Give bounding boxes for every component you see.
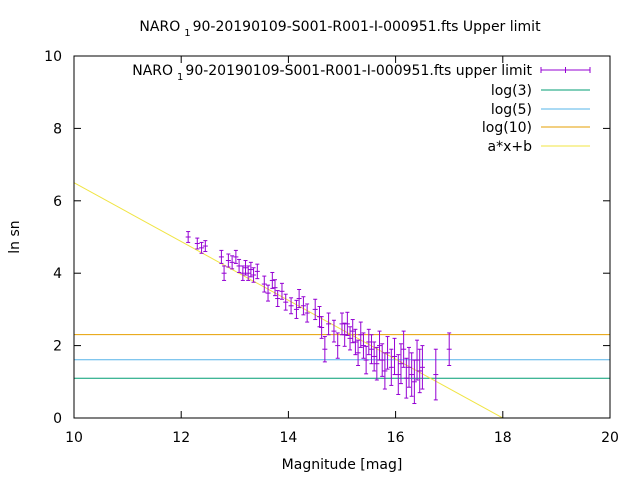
data-point xyxy=(446,332,452,367)
data-point xyxy=(194,237,200,250)
data-point xyxy=(229,255,235,270)
data-point xyxy=(283,293,289,311)
data-point xyxy=(335,332,341,359)
data-point xyxy=(388,348,394,386)
data-point xyxy=(417,348,423,394)
data-point xyxy=(433,348,439,401)
legend: NARO 1 90-20190109-S001-R001-I-000951.fts … xyxy=(132,63,591,155)
data-point xyxy=(293,299,299,319)
data-point xyxy=(374,346,380,381)
data-point xyxy=(322,336,328,363)
data-point xyxy=(275,290,281,308)
data-point xyxy=(419,345,425,390)
data-point xyxy=(385,336,391,370)
data-point xyxy=(392,337,398,376)
data-point xyxy=(371,341,377,372)
data-point xyxy=(245,265,251,281)
data-point xyxy=(202,240,208,252)
x-tick-label: 16 xyxy=(387,430,405,446)
data-point xyxy=(319,316,325,339)
data-point xyxy=(296,288,302,309)
y-tick-label: 8 xyxy=(53,121,62,137)
data-point xyxy=(326,312,332,336)
data-point xyxy=(350,319,356,344)
x-tick-label: 20 xyxy=(601,430,619,446)
data-point xyxy=(395,354,401,395)
data-point xyxy=(352,328,358,356)
y-axis-label: ln sn xyxy=(7,220,23,253)
x-tick-label: 10 xyxy=(65,430,83,446)
data-point xyxy=(279,282,285,300)
data-point xyxy=(368,334,374,365)
y-tick-label: 10 xyxy=(44,49,62,65)
data-point xyxy=(414,339,420,381)
data-point xyxy=(251,267,257,283)
data-point xyxy=(312,298,318,321)
legend-sample-upper-limit xyxy=(540,67,591,73)
data-point xyxy=(272,279,278,297)
data-point xyxy=(221,265,227,281)
data-point xyxy=(199,241,205,254)
data-point xyxy=(225,253,231,268)
legend-label-log3: log(3) xyxy=(491,83,532,99)
data-point xyxy=(233,249,239,264)
data-point xyxy=(382,352,388,390)
data-point xyxy=(403,357,409,399)
data-point xyxy=(261,275,267,293)
data-point xyxy=(411,359,417,405)
data-point xyxy=(236,258,242,273)
chart-title: NARO 1 90-20190109-S001-R001-I-000951.fts … xyxy=(139,19,541,39)
x-tick-label: 18 xyxy=(494,430,512,446)
data-point xyxy=(240,265,246,281)
data-point xyxy=(377,330,383,361)
plot-series xyxy=(74,182,610,418)
data-point xyxy=(355,339,361,367)
data-point xyxy=(358,321,364,348)
x-axis-label: Magnitude [mag] xyxy=(282,457,403,473)
data-point xyxy=(269,271,275,289)
data-point xyxy=(218,249,224,264)
data-point xyxy=(401,330,407,368)
data-point xyxy=(360,332,366,359)
data-point xyxy=(344,311,350,336)
data-point xyxy=(243,260,249,276)
data-point xyxy=(331,319,337,343)
data-point xyxy=(406,346,412,388)
data-point xyxy=(398,343,404,385)
y-tick-label: 4 xyxy=(53,266,62,282)
legend-label-fit: a*x+b xyxy=(488,139,533,155)
legend-label-upper-limit: NARO 1 90-20190109-S001-R001-I-000951.fts … xyxy=(132,63,532,83)
legend-label-log10: log(10) xyxy=(482,120,532,136)
data-point xyxy=(248,261,254,278)
y-tick-label: 2 xyxy=(53,339,62,355)
data-point xyxy=(300,296,306,316)
legend-label-log5: log(5) xyxy=(491,102,532,118)
data-point xyxy=(366,328,372,356)
data-point xyxy=(304,303,310,323)
x-tick-label: 14 xyxy=(279,430,297,446)
y-tick-label: 0 xyxy=(53,411,62,427)
data-point xyxy=(379,343,385,377)
plot-frame xyxy=(73,55,611,419)
data-point xyxy=(265,284,271,302)
y-tick-label: 6 xyxy=(53,194,62,210)
x-tick-label: 12 xyxy=(172,430,190,446)
data-point xyxy=(342,322,348,347)
data-point xyxy=(363,345,369,375)
data-point xyxy=(409,352,415,397)
axes: 10 12 14 16 18 20 0 2 4 6 8 10 xyxy=(44,49,619,446)
data-point xyxy=(288,297,294,315)
data-point xyxy=(347,326,353,351)
data-point xyxy=(339,312,345,336)
data-point xyxy=(185,231,191,243)
data-point xyxy=(254,263,260,280)
